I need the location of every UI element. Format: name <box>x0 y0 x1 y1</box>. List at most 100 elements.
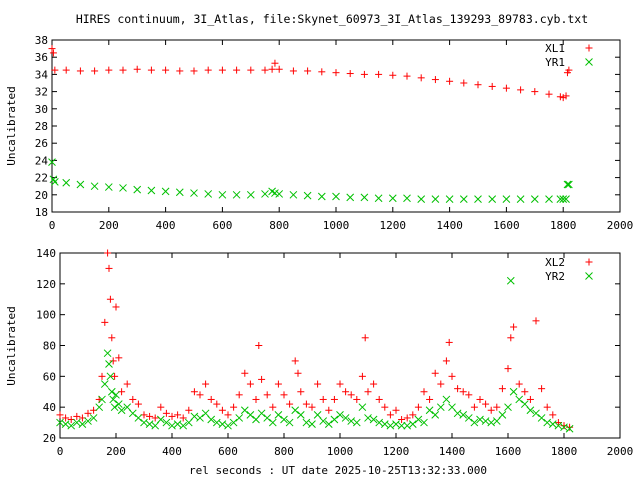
data-point-xl2 <box>538 385 546 393</box>
data-point-xl2 <box>302 400 310 408</box>
data-point-xl2 <box>364 388 372 396</box>
data-point-yr2 <box>98 395 106 404</box>
data-point-xl2 <box>554 419 562 427</box>
data-point-yr2 <box>442 395 451 404</box>
data-point-yr2 <box>95 403 104 412</box>
data-point-yr1 <box>190 189 198 197</box>
data-point-yr2 <box>554 421 563 430</box>
data-point-yr2 <box>128 409 137 418</box>
data-point-xl1 <box>91 67 99 75</box>
data-point-yr2 <box>218 420 227 428</box>
data-point-yr2 <box>56 418 64 427</box>
legend-marker-xl1 <box>585 44 593 52</box>
legend-marker-yr2 <box>585 272 593 280</box>
data-point-yr2 <box>375 418 384 427</box>
data-point-xl1 <box>304 67 312 75</box>
data-point-xl1 <box>559 94 567 102</box>
data-point-yr2 <box>515 395 524 404</box>
data-point-yr2 <box>229 418 238 427</box>
x-axis-label: rel seconds : UT date 2025-10-25T13:32:3… <box>189 464 487 477</box>
x-tick-label: 1400 <box>436 219 463 232</box>
data-point-yr2 <box>179 421 188 430</box>
data-point-xl1 <box>62 66 70 74</box>
data-point-xl2 <box>353 395 361 403</box>
data-point-xl2 <box>241 369 249 377</box>
data-point-yr2 <box>532 409 540 418</box>
data-point-xl2 <box>347 391 355 399</box>
data-point-yr2 <box>504 403 512 412</box>
data-point-xl2 <box>319 395 327 403</box>
data-point-xl2 <box>398 416 406 423</box>
data-point-xl2 <box>218 406 226 414</box>
data-point-xl2 <box>104 249 112 257</box>
data-point-xl2 <box>493 403 501 411</box>
data-point-yr2 <box>526 406 535 415</box>
data-point-xl2 <box>246 380 254 388</box>
data-point-xl2 <box>294 369 302 377</box>
y-tick-label: 30 <box>35 103 48 116</box>
data-point-xl1 <box>176 67 184 75</box>
data-point-xl1 <box>48 45 56 53</box>
data-point-xl1 <box>460 79 468 87</box>
data-point-yr2 <box>397 421 406 430</box>
data-point-yr2 <box>78 420 87 428</box>
data-point-xl1 <box>446 77 454 85</box>
data-point-xl1 <box>133 65 141 73</box>
data-point-yr2 <box>330 415 339 424</box>
data-point-xl2 <box>549 411 557 419</box>
x-tick-label: 1000 <box>327 445 354 458</box>
data-point-yr2 <box>459 411 468 419</box>
data-point-yr2 <box>109 395 118 404</box>
data-point-yr2 <box>470 418 479 427</box>
data-point-yr2 <box>380 420 389 428</box>
data-point-yr2 <box>369 415 378 424</box>
data-point-xl2 <box>286 400 294 408</box>
data-point-xl2 <box>386 411 394 419</box>
y-tick-label: 36 <box>35 51 48 64</box>
data-point-xl1 <box>76 67 84 75</box>
data-point-yr1 <box>332 192 340 201</box>
data-point-yr2 <box>476 415 484 424</box>
data-point-xl1 <box>417 74 425 82</box>
data-point-yr2 <box>364 414 372 422</box>
x-tick-label: 1800 <box>551 445 578 458</box>
y-tick-label: 80 <box>43 340 56 353</box>
data-point-yr2 <box>196 414 204 422</box>
data-point-xl2 <box>442 357 450 365</box>
data-point-xl2 <box>146 412 154 420</box>
data-point-xl2 <box>448 372 456 380</box>
data-point-yr1 <box>388 194 397 203</box>
data-point-yr1 <box>303 191 312 200</box>
data-point-xl2 <box>504 365 512 373</box>
data-point-yr2 <box>156 415 165 424</box>
data-point-yr2 <box>268 418 277 427</box>
data-point-xl2 <box>437 380 445 388</box>
top-y-axis-label: Uncalibrated <box>5 86 18 165</box>
data-point-xl2 <box>255 342 263 349</box>
data-point-xl2 <box>101 318 109 326</box>
top-legend: XL1 YR1 <box>545 42 593 69</box>
data-point-xl1 <box>403 72 411 80</box>
x-tick-label: 2000 <box>607 219 634 232</box>
data-point-yr2 <box>358 403 367 412</box>
data-point-xl2 <box>213 400 221 408</box>
data-point-xl1 <box>233 66 241 74</box>
data-point-xl2 <box>224 411 232 419</box>
data-point-yr2 <box>308 420 316 428</box>
data-point-yr1 <box>133 185 142 194</box>
data-point-yr2 <box>112 390 120 399</box>
data-point-yr2 <box>103 349 112 358</box>
y-tick-label: 20 <box>35 189 48 202</box>
y-tick-label: 20 <box>43 432 56 445</box>
data-point-xl1 <box>517 86 525 94</box>
top-panel-data <box>48 45 573 203</box>
data-point-yr1 <box>360 193 369 202</box>
data-point-yr2 <box>84 417 92 425</box>
data-point-yr1 <box>563 180 572 189</box>
data-point-xl2 <box>381 403 389 411</box>
y-tick-label: 120 <box>36 278 56 291</box>
data-point-xl2 <box>375 395 383 403</box>
data-point-xl1 <box>531 88 539 96</box>
x-tick-label: 1400 <box>439 445 466 458</box>
data-point-xl2 <box>115 354 123 362</box>
